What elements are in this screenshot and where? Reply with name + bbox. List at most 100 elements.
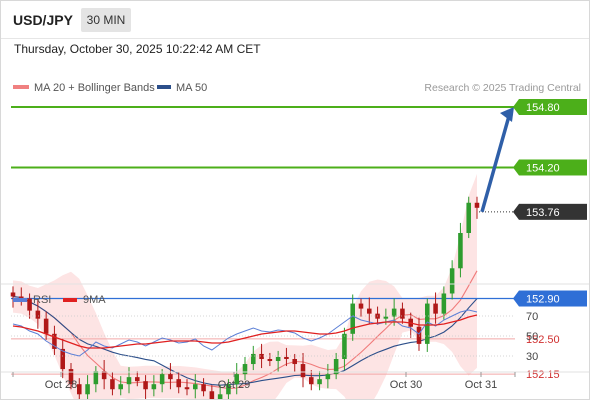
candle	[43, 311, 49, 340]
candle	[367, 297, 372, 324]
candle	[68, 363, 74, 390]
x-tick-label: Oct 31	[465, 379, 497, 391]
target-arrow	[480, 107, 514, 213]
candle-body	[19, 296, 24, 299]
candle	[226, 379, 231, 399]
candle-body	[217, 394, 223, 399]
candle	[325, 364, 331, 389]
candle	[391, 298, 397, 326]
x-tick-label: Oct 28	[45, 379, 77, 391]
copyright-text: Research © 2025 Trading Central	[424, 82, 581, 94]
legend-label-ma50: MA 50	[176, 82, 207, 94]
candle-body	[309, 377, 314, 385]
timeframe-button[interactable]: 30 MIN	[81, 8, 131, 32]
candle-body	[333, 359, 339, 375]
candle-body	[101, 371, 107, 380]
candle-body	[168, 374, 173, 380]
candle	[267, 352, 273, 367]
candle	[176, 372, 181, 394]
support-label: 152.50	[526, 334, 560, 346]
candle-body	[143, 381, 148, 390]
candle-body	[300, 364, 306, 378]
candle	[184, 379, 190, 396]
candle-body	[193, 384, 198, 390]
pivot-tag	[519, 290, 587, 307]
candle	[77, 378, 82, 399]
candle	[209, 385, 215, 399]
candle-body	[259, 353, 264, 359]
candle-body	[458, 233, 463, 269]
candle-body	[35, 310, 41, 319]
candle	[458, 222, 463, 278]
resistance-label: 154.20	[526, 162, 560, 174]
rsi-line	[12, 309, 478, 357]
candle-body	[209, 391, 215, 399]
datetime-label: Thursday, October 30, 2025 10:22:42 AM C…	[14, 42, 261, 56]
candle	[466, 196, 471, 239]
rsi-panel: 70 50 30	[11, 309, 538, 363]
candle	[101, 360, 107, 390]
candle-body	[85, 384, 90, 395]
legend-swatch-rsi	[13, 298, 27, 302]
resistance-tag	[519, 159, 587, 176]
candle-body	[118, 384, 123, 390]
candle	[93, 366, 99, 393]
pivot-tag-pointer	[513, 290, 519, 307]
moving-averages	[12, 270, 478, 390]
candle	[449, 260, 455, 300]
candle-body	[110, 379, 115, 390]
candle-body	[159, 374, 165, 385]
candle	[10, 286, 16, 308]
candle-body	[433, 303, 438, 314]
candle-body	[184, 387, 190, 390]
bollinger-band-fill	[13, 173, 477, 399]
candle-body	[43, 318, 49, 334]
candle	[300, 352, 306, 388]
candles	[10, 196, 480, 399]
candle-body	[400, 308, 405, 319]
candle	[151, 375, 157, 397]
x-tick-label: Oct 30	[390, 379, 422, 391]
arrow-shaft	[480, 115, 511, 213]
candle-body	[52, 333, 57, 349]
current-price-tag	[519, 203, 587, 220]
candle-body	[267, 359, 273, 362]
main-legend: MA 20 + Bollinger Bands MA 50 Research ©…	[13, 82, 581, 94]
candle	[19, 287, 24, 306]
resistance-tag-pointer	[513, 99, 519, 115]
candle-body	[449, 268, 455, 294]
x-tick-label: Oct 29	[218, 379, 250, 391]
price-levels	[11, 106, 515, 375]
resistance-label: 154.80	[526, 102, 560, 114]
candle	[143, 375, 148, 399]
candle	[110, 372, 115, 396]
candle-body	[251, 353, 256, 365]
legend-label-rsi: RSI	[33, 294, 51, 306]
candle	[27, 293, 32, 319]
candle	[441, 286, 447, 320]
candle	[168, 363, 173, 390]
candle	[474, 196, 480, 219]
resistance-tag	[519, 99, 587, 115]
candle-body	[391, 308, 397, 317]
candle-body	[441, 293, 447, 314]
candle-body	[325, 374, 331, 380]
candle	[350, 294, 355, 341]
candle	[400, 302, 405, 324]
legend-swatch-ma50	[157, 85, 171, 89]
legend-swatch-9ma	[63, 298, 77, 302]
ma50-line	[12, 295, 478, 386]
candle-body	[151, 384, 157, 390]
price-tags: 154.80 154.20 153.76 152.90 152.50 152.15	[513, 99, 587, 381]
symbol-label: USD/JPY	[13, 12, 73, 28]
candle	[126, 367, 132, 394]
candle-body	[342, 333, 347, 359]
arrow-head	[500, 107, 514, 122]
candle-body	[284, 356, 289, 359]
resistance-tag-pointer	[513, 159, 519, 176]
candle	[251, 345, 256, 371]
support-label: 152.15	[526, 369, 560, 381]
legend-label-9ma: 9MA	[83, 294, 106, 306]
candle	[52, 325, 57, 355]
